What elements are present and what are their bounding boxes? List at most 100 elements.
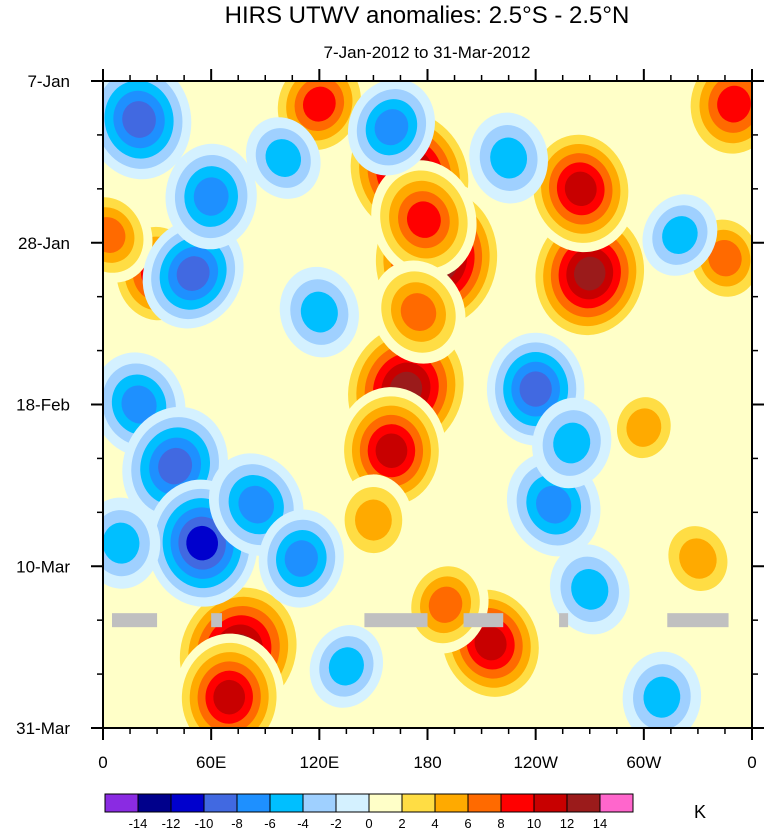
x-tick-label: 0 — [98, 753, 107, 772]
colorbar-swatch — [368, 793, 403, 813]
anomaly-blob — [527, 203, 652, 344]
anomaly-shell — [626, 408, 662, 447]
anomaly-blob — [371, 160, 477, 280]
colorbar-unit-label: K — [694, 802, 706, 822]
colorbar-level-label: 8 — [497, 816, 504, 830]
anomaly-blob — [549, 544, 630, 635]
colorbar-swatch — [500, 793, 535, 813]
anomaly-shell — [490, 137, 528, 179]
anomaly-shell — [662, 216, 698, 254]
missing-data-bar — [667, 613, 729, 628]
anomaly-blob — [642, 194, 718, 276]
anomaly-shell — [374, 109, 409, 146]
anomaly-shell — [284, 540, 318, 577]
anomaly-blob — [334, 474, 413, 566]
missing-data-bar — [463, 613, 504, 628]
x-tick-label: 120W — [513, 753, 557, 772]
colorbar-swatch — [170, 793, 205, 813]
anomaly-shell — [213, 679, 246, 715]
colorbar-level-label: -8 — [231, 816, 243, 830]
anomaly-shell — [553, 422, 591, 464]
anomaly-blob — [245, 117, 321, 199]
colorbar: -14 -12 -10 -8 -6 -4 -2 0 2 4 6 8 10 12 14 — [104, 793, 634, 830]
anomaly-shell — [679, 538, 717, 579]
anomaly-blob — [532, 397, 612, 489]
anomaly-shell — [564, 171, 597, 207]
colorbar-level-label: 4 — [431, 816, 438, 830]
colorbar-level-label: -4 — [297, 816, 309, 830]
anomaly-blob — [103, 81, 192, 180]
anomaly-shell — [302, 86, 336, 122]
colorbar-swatch — [401, 793, 436, 813]
colorbar-level-label: -6 — [264, 816, 276, 830]
y-axis: 7-Jan 28-Jan 18-Feb 10-Mar 31-Mar — [16, 72, 764, 738]
chart-title: HIRS UTWV anomalies: 2.5°S - 2.5°N — [225, 2, 630, 29]
missing-data-bar — [559, 613, 569, 628]
x-tick-label: 60E — [196, 753, 226, 772]
anomaly-shell — [103, 522, 140, 564]
x-axis: 0 60E 120E 180 120W 60W 0 — [98, 69, 757, 772]
missing-data-bar — [364, 613, 428, 628]
anomaly-blob — [525, 125, 637, 253]
colorbar-swatch — [104, 793, 139, 813]
anomaly-shell — [193, 177, 229, 216]
missing-data-bar — [112, 613, 158, 628]
y-tick-label: 28-Jan — [18, 234, 70, 253]
y-tick-label: 10-Mar — [16, 557, 70, 576]
anomaly-shell — [375, 433, 408, 468]
anomaly-blob — [607, 385, 681, 470]
y-tick-label: 31-Mar — [16, 719, 70, 738]
colorbar-level-label: 12 — [560, 816, 574, 830]
anomaly-shell — [300, 291, 338, 333]
colorbar-swatch — [566, 793, 601, 813]
anomaly-shell — [571, 569, 609, 610]
colorbar-swatch — [236, 793, 271, 813]
colorbar-level-label: 6 — [464, 816, 471, 830]
anomaly-blob — [173, 633, 285, 728]
anomaly-shell — [428, 586, 463, 623]
anomaly-shell — [238, 485, 275, 524]
colorbar-level-label: 0 — [365, 816, 372, 830]
colorbar-swatch — [335, 793, 370, 813]
anomaly-blob — [402, 556, 489, 654]
anomaly-shell — [328, 647, 364, 686]
anomaly-shell — [122, 101, 156, 138]
anomaly-shell — [103, 217, 126, 253]
anomaly-blob — [103, 497, 161, 589]
colorbar-level-label: -12 — [162, 816, 181, 830]
anomaly-blob — [657, 513, 739, 604]
colorbar-swatch — [599, 793, 634, 813]
anomaly-shell — [717, 85, 751, 123]
anomaly-shell — [536, 485, 572, 524]
anomaly-blob — [309, 624, 384, 708]
colorbar-swatch — [533, 793, 568, 813]
colorbar-swatch — [434, 793, 469, 813]
colorbar-swatch — [269, 793, 304, 813]
anomaly-shell — [355, 499, 392, 541]
colorbar-swatch — [302, 793, 337, 813]
anomaly-shell — [121, 385, 157, 424]
anomaly-blob — [347, 81, 435, 176]
anomaly-blob — [103, 187, 153, 283]
anomaly-shell — [574, 256, 606, 291]
chart-subtitle: 7-Jan-2012 to 31-Mar-2012 — [324, 43, 531, 62]
anomaly-shell — [265, 139, 302, 177]
colorbar-swatch — [203, 793, 238, 813]
anomaly-shell — [158, 447, 193, 485]
colorbar-level-label: -10 — [195, 816, 214, 830]
anomaly-blob — [279, 266, 359, 358]
anomaly-blob — [142, 218, 244, 329]
colorbar-level-label: 14 — [593, 816, 607, 830]
anomaly-blob — [165, 143, 257, 250]
anomaly-shell — [400, 293, 437, 331]
x-tick-label: 0 — [747, 753, 756, 772]
colorbar-swatch — [467, 793, 502, 813]
anomaly-blob — [371, 260, 466, 364]
missing-data-bar — [211, 613, 222, 628]
anomaly-shell — [708, 239, 742, 277]
colorbar-level-label: -2 — [330, 816, 342, 830]
anomaly-shell — [519, 371, 552, 407]
anomaly-blob — [469, 112, 548, 204]
plot-area — [103, 81, 752, 728]
anomaly-shell — [474, 626, 507, 661]
